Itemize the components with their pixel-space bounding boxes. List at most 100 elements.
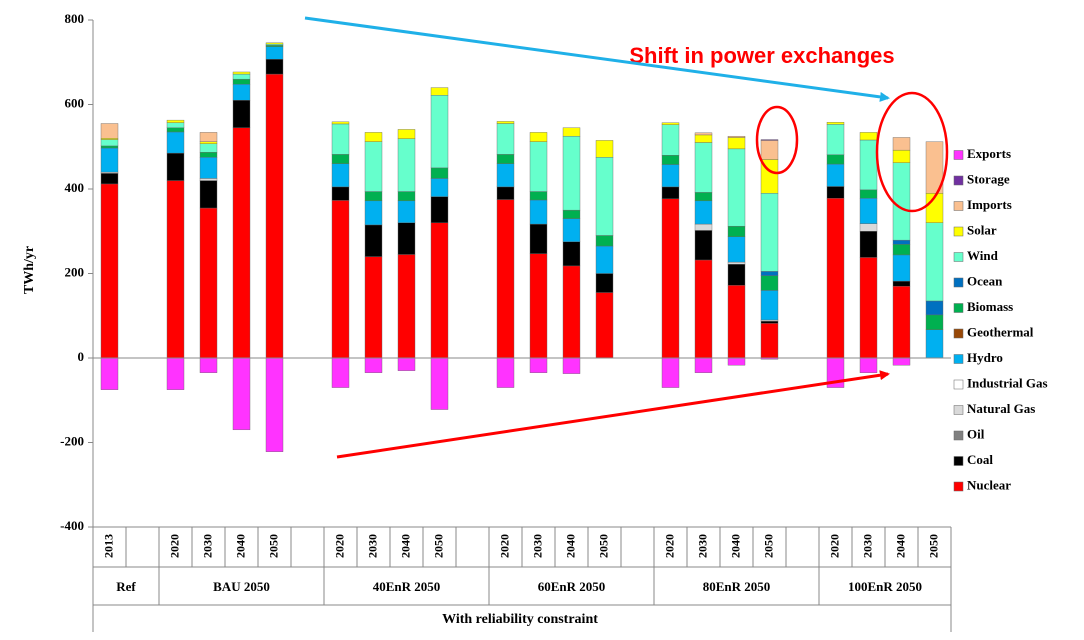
bar-segment: [496, 357, 515, 388]
y-tick-label: 600: [65, 95, 85, 110]
bar-segment: [595, 273, 614, 293]
bar-segment: [859, 257, 878, 359]
bar-segment: [727, 285, 746, 359]
bar-segment: [199, 132, 218, 142]
bar-segment: [859, 189, 878, 199]
legend-marker: [953, 430, 964, 441]
legend-label: Industrial Gas: [967, 375, 1048, 390]
bar-segment: [199, 152, 218, 158]
bar-segment: [562, 241, 581, 267]
bar-segment: [199, 180, 218, 209]
legend-label: Wind: [967, 248, 999, 263]
bar-segment: [760, 140, 779, 160]
bar-segment: [694, 142, 713, 193]
bar-segment: [199, 143, 218, 153]
x-axis-title: With reliability constraint: [442, 612, 598, 627]
legend-marker: [953, 252, 964, 262]
annotation: Shift in power exchanges: [629, 43, 894, 68]
legend-marker: [953, 226, 964, 237]
bar-segment: [925, 141, 944, 194]
y-tick-label: 0: [78, 349, 85, 364]
y-tick-label: 400: [65, 180, 85, 195]
legend-label: Biomass: [967, 299, 1013, 314]
bar-segment: [694, 259, 713, 359]
x-tick-label: 2030: [695, 534, 709, 558]
bar-segment: [397, 129, 416, 139]
bar-segment: [496, 186, 515, 200]
bar-segment: [694, 230, 713, 261]
y-axis-title: TWh/yr: [22, 246, 37, 294]
bar-segment: [760, 139, 779, 141]
legend-marker: [953, 175, 964, 186]
bar-segment: [892, 280, 911, 287]
bar-segment: [859, 139, 878, 191]
bar-segment: [826, 124, 845, 155]
bar-segment: [760, 290, 779, 321]
x-tick-label: 2050: [926, 534, 940, 558]
group-label: BAU 2050: [213, 579, 270, 594]
bar-segment: [727, 261, 746, 265]
bar-segment: [166, 127, 185, 133]
bar-segment: [100, 173, 119, 185]
bar-segment: [232, 100, 251, 128]
bar-segment: [529, 253, 548, 359]
bar-segment: [232, 78, 251, 85]
bar-segment: [265, 46, 284, 60]
bar-segment: [760, 271, 779, 276]
bar-segment: [595, 140, 614, 158]
bar-segment: [760, 275, 779, 291]
arrow: [336, 370, 890, 459]
x-tick-label: 2020: [332, 534, 346, 558]
bar-segment: [232, 73, 251, 80]
bar-segment: [166, 122, 185, 128]
bar-segment: [265, 59, 284, 75]
x-tick-label: 2020: [167, 534, 181, 558]
bar-segment: [430, 87, 449, 96]
legend-marker: [953, 201, 964, 211]
bar-segment: [760, 323, 779, 359]
bar-segment: [892, 357, 911, 366]
bar-segment: [562, 209, 581, 219]
bar-segment: [496, 121, 515, 124]
bar-segment: [496, 123, 515, 155]
x-tick-label: 2050: [596, 534, 610, 558]
bar-segment: [727, 135, 746, 138]
bar-segment: [562, 127, 581, 137]
bar-segment: [727, 264, 746, 286]
bar-segment: [100, 357, 119, 390]
x-tick-label: 2030: [365, 534, 379, 558]
bar-segment: [859, 357, 878, 373]
bar-segment: [727, 236, 746, 263]
y-tick-label: -200: [60, 433, 84, 448]
bar-segment: [892, 162, 911, 241]
bar-segment: [892, 285, 911, 359]
group-label: 60EnR 2050: [538, 579, 606, 594]
bar-segment: [925, 222, 944, 302]
bar-segment: [727, 357, 746, 366]
bar-segment: [430, 222, 449, 359]
bar-segment: [232, 84, 251, 101]
y-tick-label: 800: [65, 11, 85, 26]
bar-segment: [859, 231, 878, 258]
legend-marker: [953, 379, 964, 390]
bar-segment: [199, 357, 218, 373]
bar-segment: [562, 135, 581, 211]
arrow: [304, 16, 890, 102]
x-tick-label: 2050: [266, 534, 280, 558]
bar-segment: [892, 239, 911, 245]
bar-segment: [331, 154, 350, 164]
bar-segment: [100, 145, 119, 149]
x-tick-label: 2020: [827, 534, 841, 558]
legend-marker: [953, 456, 964, 466]
bar-segment: [529, 132, 548, 142]
legend-label: Ocean: [967, 273, 1003, 288]
bar-segment: [265, 73, 284, 359]
bar-segment: [397, 254, 416, 359]
bar-segment: [826, 186, 845, 199]
bar-segment: [661, 154, 680, 165]
x-tick-label: 2050: [431, 534, 445, 558]
bar-segment: [661, 357, 680, 388]
bar-segment: [925, 300, 944, 316]
bar-segment: [727, 148, 746, 227]
